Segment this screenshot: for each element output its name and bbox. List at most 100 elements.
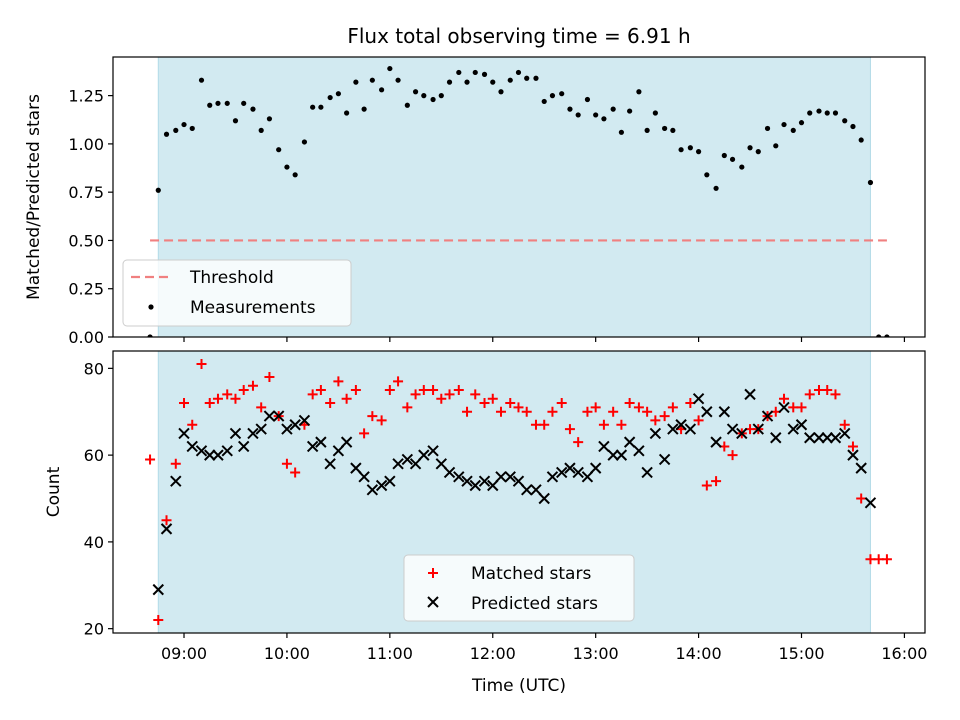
- legend-matched-label: Matched stars: [471, 564, 591, 584]
- legend-threshold-label: Threshold: [189, 268, 274, 288]
- predicted-point: [701, 406, 713, 418]
- predicted-point: [358, 471, 370, 483]
- y-tick-label: 0.25: [68, 280, 104, 299]
- legend-predicted-swatch: [427, 596, 439, 608]
- matched-point: [650, 415, 661, 426]
- measurements-series: [147, 65, 890, 337]
- matched-point: [418, 385, 429, 396]
- measurement-point: [241, 100, 247, 106]
- matched-point: [547, 406, 558, 417]
- predicted-point: [453, 471, 465, 483]
- matched-point: [325, 398, 336, 409]
- matched-point: [539, 419, 550, 430]
- matched-point: [307, 389, 318, 400]
- matched-point: [315, 385, 326, 396]
- predicted-point: [504, 471, 516, 483]
- measurement-point: [327, 94, 333, 101]
- measurement-point: [593, 112, 599, 118]
- matched-point: [642, 406, 653, 417]
- legend-measurements-label: Measurements: [190, 298, 316, 318]
- measurement-point: [198, 77, 205, 83]
- count-panel: 20 40 60 80 09:00 10:00 11:00 12:00 13:00 14:00 15…: [44, 350, 927, 663]
- measurement-point: [850, 123, 856, 130]
- matched-point: [333, 376, 344, 387]
- legend-matched-swatch: [428, 568, 438, 578]
- x-axis-title: Time (UTC): [471, 676, 566, 696]
- predicted-point: [821, 432, 833, 444]
- measurement-point: [524, 75, 530, 81]
- matched-point: [281, 458, 292, 469]
- measurement-point: [173, 127, 179, 133]
- legend: Matched stars Predicted stars: [403, 554, 635, 622]
- matched-point: [384, 385, 395, 396]
- predicted-point: [615, 449, 628, 461]
- measurement-point: [258, 127, 264, 133]
- measurement-point: [430, 96, 436, 103]
- predicted-point: [324, 458, 336, 470]
- predicted-point: [487, 479, 499, 492]
- predicted-point: [804, 432, 816, 444]
- measurement-point: [284, 164, 290, 170]
- matched-point: [633, 402, 644, 413]
- predicted-point: [546, 471, 559, 483]
- matched-point: [513, 402, 524, 413]
- matched-point: [247, 380, 258, 391]
- matched-point: [410, 389, 421, 400]
- predicted-point: [306, 440, 319, 453]
- x-tick-label: 10:00: [264, 644, 310, 663]
- measurement-point: [387, 65, 393, 72]
- matched-point: [822, 385, 833, 396]
- matched-point: [204, 398, 215, 409]
- predicted-point: [564, 462, 576, 474]
- matched-point: [711, 476, 722, 487]
- measurement-point: [412, 89, 419, 95]
- matched-point: [495, 406, 506, 417]
- legend-measurements-swatch: [148, 304, 154, 310]
- matched-point: [779, 393, 790, 404]
- predicted-point: [744, 388, 756, 401]
- matched-point: [196, 359, 207, 370]
- measurement-point: [181, 121, 187, 128]
- matched-point: [264, 372, 275, 383]
- predicted-point: [658, 453, 671, 466]
- measurement-point: [687, 145, 693, 151]
- predicted-point: [649, 427, 662, 440]
- measurement-point: [678, 147, 684, 153]
- measurement-point: [704, 172, 710, 178]
- axes-frame: [112, 56, 926, 338]
- matched-point: [453, 385, 464, 396]
- predicted-point: [418, 449, 430, 461]
- matched-point: [847, 441, 858, 452]
- predicted-point: [623, 436, 636, 448]
- predicted-point: [589, 462, 602, 474]
- y-tick-label: 1.00: [68, 135, 104, 154]
- predicted-point: [495, 471, 507, 483]
- measurement-point: [155, 187, 161, 193]
- predicted-point: [839, 427, 851, 440]
- predicted-point: [684, 423, 697, 435]
- matched-point: [256, 402, 267, 413]
- matched-point: [462, 406, 473, 417]
- matched-point: [367, 411, 378, 422]
- chart-title: Flux total observing time = 6.91 h: [347, 24, 690, 48]
- measurement-point: [832, 110, 839, 116]
- matched-point: [161, 515, 172, 526]
- ratio-panel: 0.00 0.25 0.50 0.75 1.00 1.25 Matched/Predicte…: [24, 56, 926, 347]
- matched-point: [701, 480, 712, 491]
- matched-point: [582, 406, 593, 417]
- measurement-point: [318, 104, 324, 110]
- legend: Threshold Measurements: [122, 259, 352, 327]
- matched-point: [187, 419, 198, 430]
- measurement-point: [610, 106, 616, 112]
- measurement-point: [670, 127, 676, 133]
- measurement-point: [163, 131, 170, 137]
- measurement-point: [652, 110, 658, 116]
- predicted-point: [221, 445, 233, 457]
- predicted-point: [384, 475, 396, 487]
- predicted-point: [607, 449, 619, 461]
- predicted-point: [375, 479, 388, 492]
- measurement-point: [481, 71, 488, 77]
- matched-point: [727, 450, 738, 461]
- predicted-point: [435, 458, 448, 470]
- matched-point: [290, 467, 301, 478]
